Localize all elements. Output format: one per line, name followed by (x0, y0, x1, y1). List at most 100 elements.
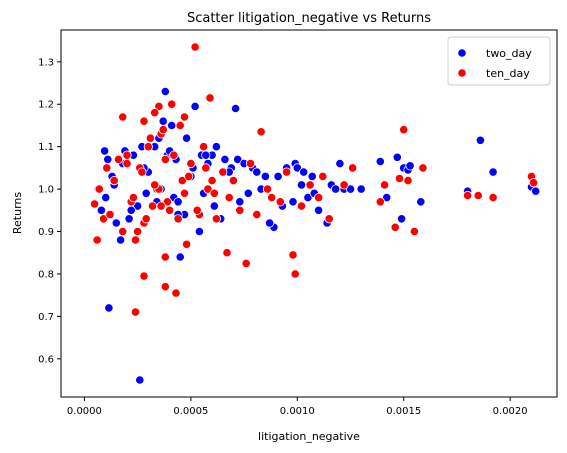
data-point-two_day (190, 101, 200, 112)
data-point-two_day (260, 171, 270, 181)
x-axis-ticks: 0.0000 0.0005 0.0010 0.0015 0.0020 (67, 397, 528, 417)
data-point-ten_day (207, 176, 217, 186)
data-point-ten_day (160, 282, 170, 292)
data-point-ten_day (186, 159, 196, 169)
chart-title: Scatter litigation_negative vs Returns (187, 11, 431, 26)
data-point-two_day (101, 193, 111, 203)
data-point-two_day (299, 167, 309, 177)
data-point-ten_day (241, 258, 251, 268)
data-point-ten_day (528, 178, 539, 188)
data-point-two_day (103, 154, 113, 164)
data-point-two_day (264, 218, 275, 228)
data-point-ten_day (118, 226, 128, 237)
data-point-two_day (100, 146, 110, 156)
data-point-two_day (235, 197, 245, 207)
data-point-ten_day (203, 184, 213, 194)
data-point-ten_day (118, 112, 128, 122)
data-point-ten_day (158, 125, 168, 135)
data-point-two_day (173, 197, 183, 207)
data-point-ten_day (143, 142, 153, 152)
data-point-ten_day (154, 101, 164, 112)
data-point-ten_day (288, 250, 298, 260)
data-point-ten_day (184, 171, 194, 181)
data-point-ten_day (179, 188, 190, 198)
data-point-ten_day (165, 205, 175, 215)
x-tick-label: 0.0000 (67, 406, 102, 417)
data-point-ten_day (324, 214, 334, 224)
data-point-ten_day (173, 214, 183, 224)
data-point-two_day (126, 205, 136, 215)
series-ten_day (90, 42, 539, 317)
x-tick-label: 0.0010 (280, 406, 315, 417)
data-point-two_day (104, 303, 114, 313)
data-point-ten_day (105, 210, 115, 220)
data-point-ten_day (139, 116, 149, 126)
data-point-ten_day (256, 127, 266, 137)
data-points (90, 42, 541, 385)
data-point-two_day (220, 154, 230, 164)
data-point-two_day (111, 218, 121, 228)
data-point-ten_day (182, 239, 192, 249)
data-point-ten_day (275, 197, 285, 207)
data-point-ten_day (92, 235, 102, 245)
data-point-two_day (475, 135, 485, 145)
y-tick-label: 0.7 (38, 312, 54, 323)
data-point-two_day (405, 161, 415, 171)
data-point-ten_day (209, 188, 219, 198)
data-point-two_day (313, 205, 324, 215)
data-point-ten_day (141, 214, 151, 224)
data-point-ten_day (133, 226, 143, 237)
data-point-two_day (231, 103, 241, 114)
data-point-two_day (233, 154, 243, 164)
y-tick-label: 1.0 (38, 185, 54, 196)
data-point-ten_day (339, 180, 349, 190)
data-point-two_day (307, 171, 317, 181)
data-point-ten_day (201, 163, 211, 173)
data-point-two_day (288, 197, 298, 207)
y-tick-label: 1.2 (38, 100, 54, 111)
y-axis-label: Returns (11, 192, 24, 235)
legend: two_day ten_day (447, 36, 551, 86)
data-point-ten_day (379, 180, 390, 190)
y-tick-label: 1.3 (38, 57, 54, 68)
data-point-ten_day (218, 167, 228, 177)
data-point-ten_day (150, 180, 160, 190)
data-point-ten_day (147, 201, 158, 211)
data-point-two_day (345, 184, 356, 194)
data-point-ten_day (139, 271, 149, 281)
data-point-ten_day (235, 205, 245, 215)
data-point-ten_day (160, 252, 170, 262)
data-point-ten_day (224, 193, 234, 203)
data-point-ten_day (145, 133, 155, 143)
data-point-ten_day (122, 150, 132, 160)
data-point-two_day (182, 133, 192, 143)
data-point-two_day (296, 180, 307, 190)
data-point-ten_day (394, 173, 405, 184)
data-point-two_day (330, 184, 341, 194)
data-point-ten_day (375, 197, 385, 207)
data-point-ten_day (160, 154, 170, 164)
data-point-two_day (160, 86, 170, 97)
data-point-two_day (194, 226, 204, 237)
data-point-ten_day (122, 159, 132, 169)
data-point-ten_day (409, 226, 419, 237)
data-point-ten_day (462, 190, 473, 201)
y-tick-label: 1.1 (38, 142, 54, 153)
data-point-two_day (243, 188, 253, 198)
y-tick-label: 0.9 (38, 227, 54, 238)
data-point-ten_day (99, 214, 109, 224)
data-point-two_day (116, 235, 126, 245)
data-point-ten_day (169, 150, 179, 160)
data-point-two_day (124, 214, 134, 224)
data-point-ten_day (190, 42, 200, 52)
data-point-two_day (273, 171, 283, 181)
data-point-two_day (416, 197, 426, 207)
data-point-ten_day (473, 190, 483, 201)
data-point-ten_day (313, 193, 324, 203)
data-point-ten_day (488, 193, 498, 203)
data-point-two_day (167, 120, 177, 131)
data-point-ten_day (281, 167, 292, 177)
data-point-ten_day (205, 93, 215, 103)
data-point-ten_day (171, 288, 181, 298)
data-point-two_day (488, 167, 498, 177)
